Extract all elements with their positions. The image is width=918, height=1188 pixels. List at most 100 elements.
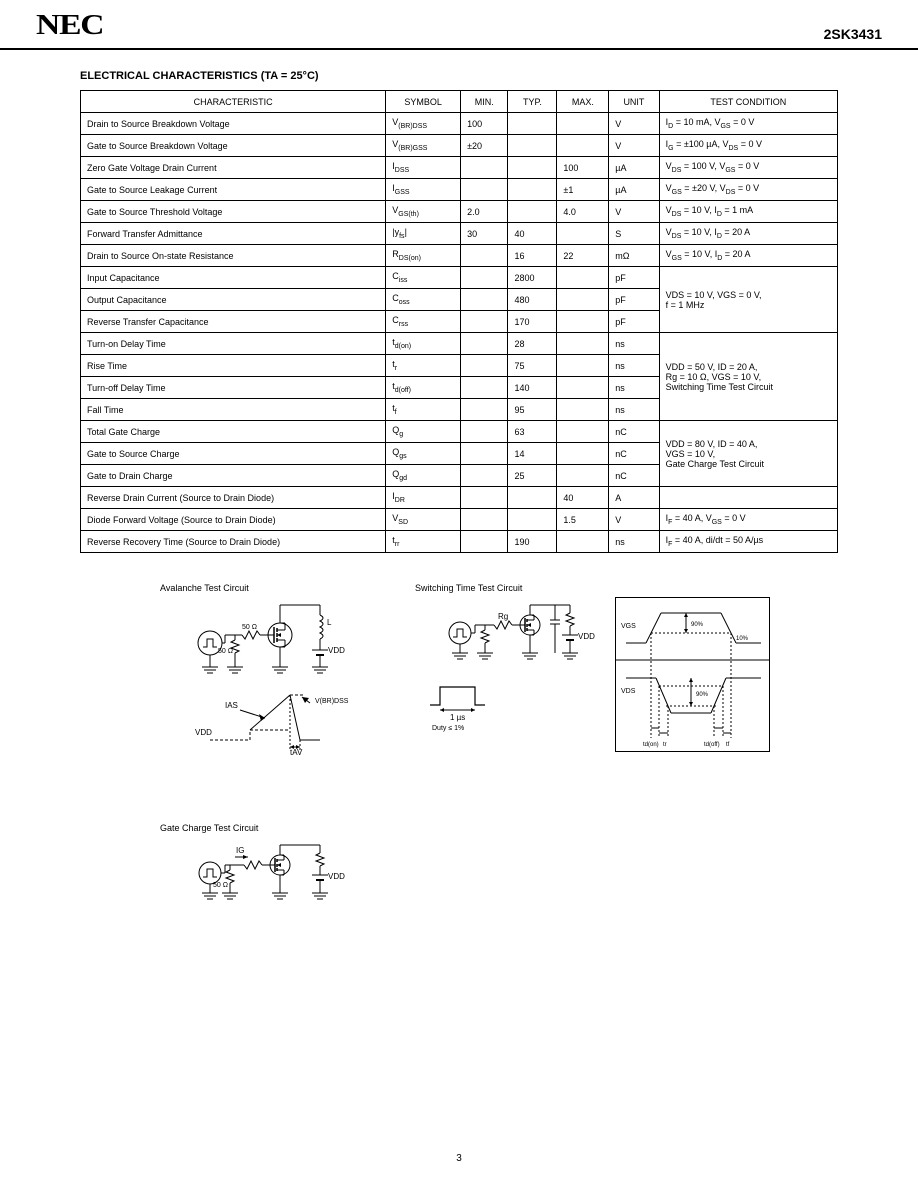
logo: NEC [36, 10, 103, 42]
svg-text:V(BR)DSS: V(BR)DSS [315, 698, 349, 705]
symbol: td(on) [386, 333, 461, 355]
test-condition: IF = 40 A, di/dt = 50 A/µs [659, 531, 837, 553]
value: ns [609, 333, 659, 355]
value [461, 487, 508, 509]
table-row: Reverse Drain Current (Source to Drain D… [81, 487, 838, 509]
page-number: 3 [456, 1153, 462, 1164]
test-condition: VDS = 100 V, VGS = 0 V [659, 157, 837, 179]
characteristic: Turn-off Delay Time [81, 377, 386, 399]
svg-text:tAV: tAV [290, 748, 303, 755]
svg-text:L: L [327, 618, 332, 627]
value: V [609, 201, 659, 223]
table-row: Drain to Source Breakdown VoltageV(BR)DS… [81, 113, 838, 135]
avalanche-title: Avalanche Test Circuit [160, 583, 249, 593]
value [461, 465, 508, 487]
svg-text:VGS: VGS [621, 623, 636, 630]
value: 25 [508, 465, 557, 487]
value: 16 [508, 245, 557, 267]
value: 40 [508, 223, 557, 245]
value [557, 377, 609, 399]
svg-text:tr: tr [663, 742, 667, 748]
value: 63 [508, 421, 557, 443]
characteristic: Reverse Drain Current (Source to Drain D… [81, 487, 386, 509]
value [508, 179, 557, 201]
value: 4.0 [557, 201, 609, 223]
test-condition: VGS = 10 V, ID = 20 A [659, 245, 837, 267]
value: 2.0 [461, 201, 508, 223]
characteristic: Rise Time [81, 355, 386, 377]
characteristic: Gate to Source Leakage Current [81, 179, 386, 201]
col-header: TEST CONDITION [659, 91, 837, 113]
value: 75 [508, 355, 557, 377]
svg-text:1 µs: 1 µs [450, 713, 465, 722]
value: 2800 [508, 267, 557, 289]
symbol: Crss [386, 311, 461, 333]
symbol: tf [386, 399, 461, 421]
symbol: |yfs| [386, 223, 461, 245]
value: 480 [508, 289, 557, 311]
table-header-row: CHARACTERISTICSYMBOLMIN.TYP.MAX.UNITTEST… [81, 91, 838, 113]
value [461, 509, 508, 531]
value: 190 [508, 531, 557, 553]
symbol: VSD [386, 509, 461, 531]
symbol: Ciss [386, 267, 461, 289]
value [461, 421, 508, 443]
value [557, 333, 609, 355]
value [508, 157, 557, 179]
value [557, 421, 609, 443]
test-condition: IG = ±100 µA, VDS = 0 V [659, 135, 837, 157]
col-header: UNIT [609, 91, 659, 113]
value: ns [609, 399, 659, 421]
value [557, 289, 609, 311]
value [508, 509, 557, 531]
symbol: Coss [386, 289, 461, 311]
value [508, 113, 557, 135]
symbol: Qgd [386, 465, 461, 487]
value: A [609, 487, 659, 509]
svg-text:IAS: IAS [225, 701, 238, 710]
value: pF [609, 289, 659, 311]
characteristic: Output Capacitance [81, 289, 386, 311]
value [461, 289, 508, 311]
svg-text:tf: tf [726, 742, 730, 748]
characteristic: Forward Transfer Admittance [81, 223, 386, 245]
gatecharge-title: Gate Charge Test Circuit [160, 823, 258, 833]
value: ns [609, 531, 659, 553]
symbol: V(BR)DSS [386, 113, 461, 135]
value: 170 [508, 311, 557, 333]
svg-text:90%: 90% [691, 622, 704, 628]
value: pF [609, 311, 659, 333]
value [508, 201, 557, 223]
characteristic: Diode Forward Voltage (Source to Drain D… [81, 509, 386, 531]
switching-title: Switching Time Test Circuit [415, 583, 522, 593]
table-row: Drain to Source On-state ResistanceRDS(o… [81, 245, 838, 267]
value [461, 443, 508, 465]
svg-text:Rg: Rg [498, 612, 508, 621]
value: nC [609, 443, 659, 465]
value: 1.5 [557, 509, 609, 531]
table-row: Input CapacitanceCiss2800pFVDS = 10 V, V… [81, 267, 838, 289]
symbol: trr [386, 531, 461, 553]
value [461, 179, 508, 201]
value [557, 531, 609, 553]
value [461, 377, 508, 399]
value [461, 245, 508, 267]
svg-text:50 Ω: 50 Ω [218, 648, 233, 655]
value: nC [609, 465, 659, 487]
value: 14 [508, 443, 557, 465]
part-number: 2SK3431 [824, 26, 882, 42]
svg-text:td(off): td(off) [704, 742, 720, 748]
test-condition: VDD = 80 V, ID = 40 A, VGS = 10 V, Gate … [659, 421, 837, 487]
characteristic: Total Gate Charge [81, 421, 386, 443]
table-row: Forward Transfer Admittance|yfs|3040SVDS… [81, 223, 838, 245]
svg-text:td(on): td(on) [643, 742, 659, 748]
svg-text:VDD: VDD [578, 632, 595, 641]
test-condition: VDD = 50 V, ID = 20 A, Rg = 10 Ω, VGS = … [659, 333, 837, 421]
characteristic: Reverse Transfer Capacitance [81, 311, 386, 333]
value: 22 [557, 245, 609, 267]
symbol: tr [386, 355, 461, 377]
symbol: Qg [386, 421, 461, 443]
value [557, 311, 609, 333]
table-row: Turn-on Delay Timetd(on)28nsVDD = 50 V, … [81, 333, 838, 355]
col-header: SYMBOL [386, 91, 461, 113]
